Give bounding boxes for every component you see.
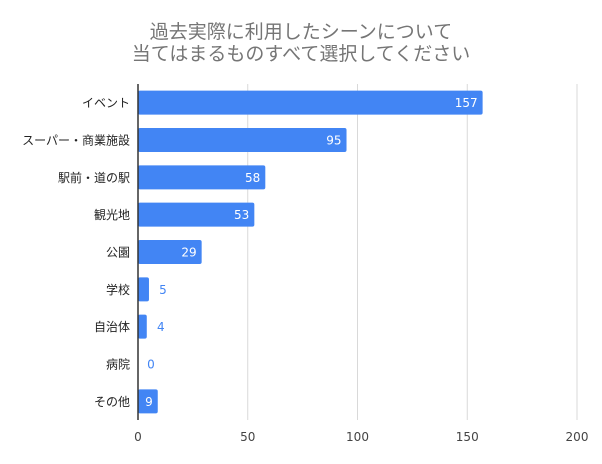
bar bbox=[138, 202, 255, 227]
category-label: 観光地 bbox=[94, 208, 130, 222]
bar bbox=[138, 277, 149, 302]
category-label: 病院 bbox=[106, 357, 130, 372]
category-label: 学校 bbox=[106, 282, 130, 297]
bar bbox=[138, 128, 347, 152]
bar bbox=[138, 165, 266, 190]
x-tick-label-0: 0 bbox=[134, 430, 142, 444]
data-label: 53 bbox=[234, 208, 249, 222]
data-label: 157 bbox=[455, 96, 478, 110]
category-label: スーパー・商業施設 bbox=[22, 133, 130, 148]
category-label: 公園 bbox=[106, 246, 130, 260]
category-label: 自治体 bbox=[94, 320, 130, 334]
category-label: 駅前・道の駅 bbox=[58, 170, 130, 185]
data-label: 58 bbox=[245, 171, 260, 185]
data-label: 4 bbox=[157, 320, 165, 334]
bar bbox=[138, 389, 158, 414]
bar bbox=[138, 240, 202, 264]
data-label: 29 bbox=[181, 246, 196, 260]
x-tick-label-50: 50 bbox=[240, 430, 255, 444]
data-label: 5 bbox=[159, 283, 167, 297]
chart-title-line-1: 過去実際に利用したシーンについて bbox=[149, 21, 453, 43]
x-tick-label-100: 100 bbox=[346, 430, 369, 444]
bar bbox=[138, 314, 147, 339]
chart-title-line-2: 当てはまるものすべて選択してください bbox=[131, 43, 471, 65]
data-label: 0 bbox=[147, 358, 155, 372]
x-tick-label-150: 150 bbox=[456, 430, 479, 444]
x-tick-label-200: 200 bbox=[566, 430, 589, 444]
bar bbox=[138, 90, 483, 115]
category-label: その他 bbox=[94, 395, 130, 409]
data-label: 9 bbox=[145, 395, 153, 409]
category-label: イベント bbox=[82, 96, 130, 110]
data-label: 95 bbox=[326, 134, 341, 148]
